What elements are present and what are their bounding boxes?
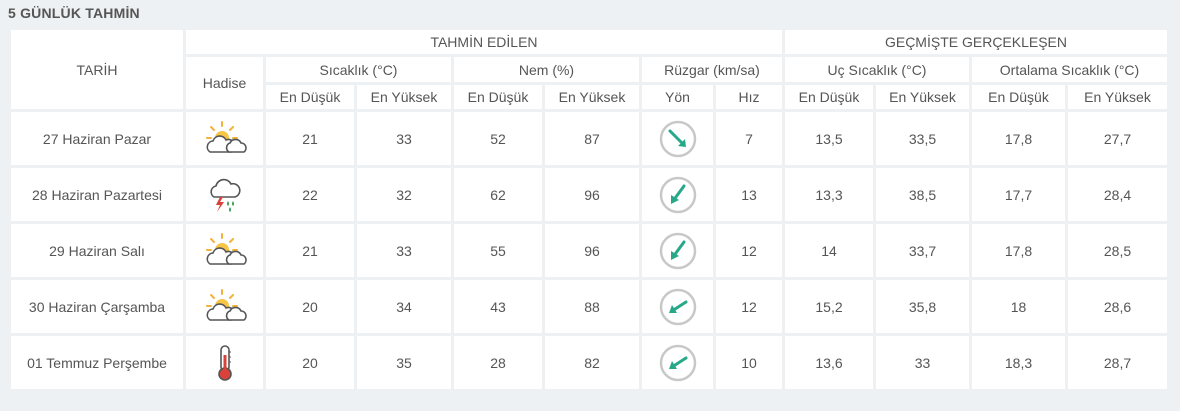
humidity-low: 28 (454, 336, 542, 389)
humidity-high: 96 (545, 168, 639, 221)
average-low: 17,8 (972, 112, 1065, 165)
page-title: 5 GÜNLÜK TAHMİN (8, 5, 140, 21)
humidity-high: 82 (545, 336, 639, 389)
humidity-high: 88 (545, 280, 639, 333)
temp-high: 33 (357, 224, 451, 277)
average-low: 17,7 (972, 168, 1065, 221)
humidity-high: 96 (545, 224, 639, 277)
extreme-temperature-header: Uç Sıcaklık (°C) (785, 57, 969, 82)
wind-direction-cell (642, 112, 713, 165)
row-date: 27 Haziran Pazar (11, 112, 183, 165)
wind-header: Rüzgar (km/sa) (642, 57, 782, 82)
extreme-high: 33 (876, 336, 969, 389)
arrow-southwest-icon (659, 176, 696, 213)
date-column-header: TARİH (11, 30, 183, 109)
average-high-header: En Yüksek (1068, 85, 1167, 109)
extreme-high-header: En Yüksek (876, 85, 969, 109)
extreme-low: 13,6 (785, 336, 873, 389)
hadise-column-header: Hadise (186, 57, 263, 109)
wind-direction-cell (642, 280, 713, 333)
average-high: 28,4 (1068, 168, 1167, 221)
temp-low: 21 (266, 224, 354, 277)
temp-high-header: En Yüksek (357, 85, 451, 109)
temp-high: 32 (357, 168, 451, 221)
temp-low: 22 (266, 168, 354, 221)
table-row: 28 Haziran Pazartesi 22 32 62 96 13 13,3… (11, 168, 1167, 221)
temp-high: 33 (357, 112, 451, 165)
weather-cell (186, 280, 263, 333)
row-date: 01 Temmuz Perşembe (11, 336, 183, 389)
humidity-low: 62 (454, 168, 542, 221)
average-low: 17,8 (972, 224, 1065, 277)
humidity-low: 43 (454, 280, 542, 333)
wind-speed: 7 (716, 112, 782, 165)
forecast-table: TARİH TAHMİN EDİLEN GEÇMİŞTE GERÇEKLEŞEN… (8, 27, 1170, 392)
weather-cell (186, 224, 263, 277)
humidity-low-header: En Düşük (454, 85, 542, 109)
thunderstorm-icon (209, 178, 241, 212)
extreme-high: 35,8 (876, 280, 969, 333)
average-high: 28,6 (1068, 280, 1167, 333)
wind-direction-cell (642, 336, 713, 389)
partly-cloudy-icon (205, 288, 247, 321)
wind-speed-header: Hız (716, 85, 782, 109)
partly-cloudy-icon (205, 232, 247, 265)
humidity-high-header: En Yüksek (545, 85, 639, 109)
weather-cell (186, 336, 263, 389)
temp-low-header: En Düşük (266, 85, 354, 109)
temp-high: 34 (357, 280, 451, 333)
wind-speed: 13 (716, 168, 782, 221)
average-high: 27,7 (1068, 112, 1167, 165)
average-low: 18 (972, 280, 1065, 333)
average-high: 28,5 (1068, 224, 1167, 277)
wind-direction-header: Yön (642, 85, 713, 109)
arrow-southeast-icon (659, 120, 696, 157)
humidity-header: Nem (%) (454, 57, 639, 82)
humidity-low: 52 (454, 112, 542, 165)
humidity-high: 87 (545, 112, 639, 165)
temp-high: 35 (357, 336, 451, 389)
extreme-low: 15,2 (785, 280, 873, 333)
row-date: 29 Haziran Salı (11, 224, 183, 277)
extreme-high: 33,7 (876, 224, 969, 277)
temp-low: 20 (266, 280, 354, 333)
past-group-header: GEÇMİŞTE GERÇEKLEŞEN (785, 30, 1167, 54)
table-row: 29 Haziran Salı 21 33 55 96 (11, 224, 1167, 277)
row-date: 28 Haziran Pazartesi (11, 168, 183, 221)
extreme-low: 13,3 (785, 168, 873, 221)
average-temperature-header: Ortalama Sıcaklık (°C) (972, 57, 1167, 82)
extreme-low-header: En Düşük (785, 85, 873, 109)
average-high: 28,7 (1068, 336, 1167, 389)
extreme-low: 13,5 (785, 112, 873, 165)
extreme-high: 33,5 (876, 112, 969, 165)
average-low-header: En Düşük (972, 85, 1065, 109)
wind-direction-cell (642, 168, 713, 221)
wind-direction-cell (642, 224, 713, 277)
arrow-west-southwest-icon (659, 288, 696, 325)
temp-low: 21 (266, 112, 354, 165)
humidity-low: 55 (454, 224, 542, 277)
weather-cell (186, 168, 263, 221)
row-date: 30 Haziran Çarşamba (11, 280, 183, 333)
temperature-header: Sıcaklık (°C) (266, 57, 451, 82)
table-row: 30 Haziran Çarşamba 20 34 43 88 (11, 280, 1167, 333)
thermometer-hot-icon (217, 344, 232, 381)
wind-speed: 12 (716, 280, 782, 333)
weather-cell (186, 112, 263, 165)
wind-speed: 10 (716, 336, 782, 389)
extreme-high: 38,5 (876, 168, 969, 221)
average-low: 18,3 (972, 336, 1065, 389)
temp-low: 20 (266, 336, 354, 389)
table-row: 01 Temmuz Perşembe 20 35 28 82 10 13,6 3… (11, 336, 1167, 389)
forecast-group-header: TAHMİN EDİLEN (186, 30, 782, 54)
arrow-west-southwest-icon (659, 344, 696, 381)
arrow-southwest-icon (659, 232, 696, 269)
extreme-low: 14 (785, 224, 873, 277)
partly-cloudy-icon (205, 120, 247, 153)
table-row: 27 Haziran Pazar 21 33 52 87 (11, 112, 1167, 165)
wind-speed: 12 (716, 224, 782, 277)
